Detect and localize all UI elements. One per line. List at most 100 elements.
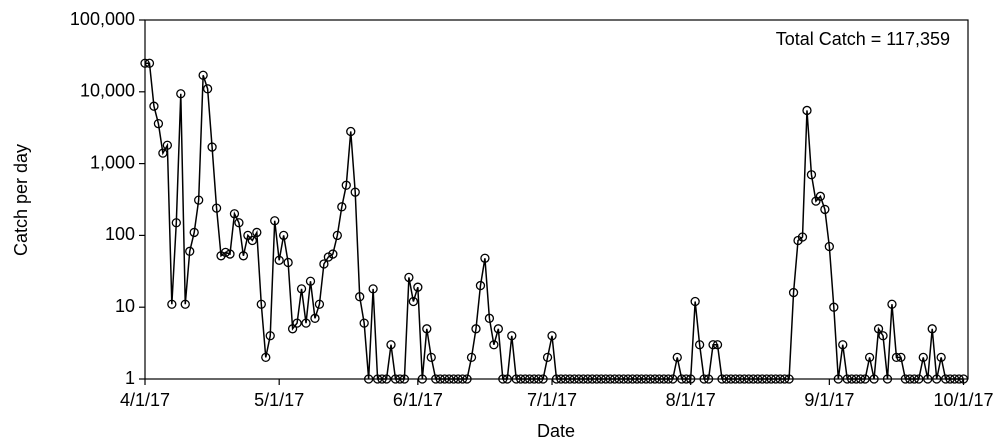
data-point <box>654 374 665 384</box>
data-point <box>569 374 580 384</box>
data-point <box>627 374 638 384</box>
data-point <box>337 202 347 212</box>
data-point <box>225 249 235 259</box>
data-point <box>753 374 763 384</box>
data-point <box>426 352 436 363</box>
y-tick-label: 100,000 <box>70 9 135 29</box>
data-point <box>283 257 293 268</box>
data-point <box>748 374 758 384</box>
data-point <box>949 374 960 384</box>
data-point <box>270 216 280 226</box>
data-point <box>847 374 857 384</box>
data-point <box>314 299 325 309</box>
data-point <box>435 374 445 384</box>
data-point <box>878 331 888 341</box>
data-point <box>806 170 817 180</box>
data-point <box>779 374 790 384</box>
data-point <box>413 282 423 292</box>
data-point <box>940 374 951 384</box>
data-point <box>480 253 490 263</box>
data-point <box>516 374 526 384</box>
x-tick-label: 8/1/17 <box>666 390 716 410</box>
data-point <box>542 352 553 363</box>
y-axis-label: Catch per day <box>11 144 31 256</box>
data-point <box>457 374 468 384</box>
plot-frame <box>144 19 969 380</box>
data-point <box>735 374 745 384</box>
data-point <box>377 374 387 384</box>
data-point <box>238 251 249 261</box>
data-point <box>274 255 284 265</box>
data-point <box>914 374 924 384</box>
data-point <box>466 352 477 363</box>
data-point <box>775 374 785 384</box>
data-point <box>305 276 316 286</box>
x-tick-label: 5/1/17 <box>254 390 304 410</box>
data-point <box>448 374 459 384</box>
data-point <box>489 340 499 350</box>
data-point <box>381 374 392 384</box>
data-point <box>167 299 177 309</box>
data-point <box>256 299 266 309</box>
x-axis-label: Date <box>537 421 575 441</box>
data-point <box>824 241 834 252</box>
data-point <box>355 292 365 302</box>
x-tick-label: 9/1/17 <box>804 390 854 410</box>
data-point <box>677 374 687 384</box>
data-point <box>363 374 374 384</box>
data-point <box>918 352 928 363</box>
data-point <box>659 374 669 384</box>
data-point <box>927 324 937 334</box>
data-point <box>346 126 356 137</box>
data-point <box>359 318 369 328</box>
data-point <box>860 374 870 384</box>
data-point <box>144 58 155 68</box>
annotation: Total Catch = 117,359 <box>776 29 950 49</box>
data-point <box>891 352 902 363</box>
data-point <box>820 204 830 215</box>
data-point <box>686 374 696 384</box>
data-point <box>229 209 240 219</box>
y-tick-label: 1,000 <box>90 152 135 172</box>
data-point <box>717 374 727 384</box>
data-point <box>292 318 302 328</box>
data-point <box>287 324 298 334</box>
data-point <box>663 374 673 384</box>
data-point <box>574 374 584 384</box>
data-point <box>279 230 289 241</box>
data-point <box>744 374 754 384</box>
data-point <box>198 70 208 80</box>
data-point <box>265 331 275 341</box>
data-point <box>739 374 750 384</box>
data-point <box>484 313 495 323</box>
data-point <box>498 374 508 384</box>
data-point <box>408 296 419 307</box>
data-point <box>583 374 593 384</box>
data-point <box>162 140 173 150</box>
data-point <box>341 180 351 190</box>
data-point <box>565 374 575 384</box>
data-point <box>905 374 915 384</box>
data-point <box>171 218 181 228</box>
data-point <box>386 340 396 350</box>
x-tick-label: 7/1/17 <box>527 390 577 410</box>
data-point <box>149 101 159 111</box>
data-point <box>462 374 472 384</box>
data-point <box>547 331 557 341</box>
data-point <box>730 374 741 384</box>
data-point <box>833 374 843 384</box>
data-point <box>726 374 736 384</box>
data-point <box>757 374 767 384</box>
data-point <box>533 374 544 384</box>
data-point <box>945 374 955 384</box>
data-point <box>856 374 866 384</box>
data-point <box>864 352 875 363</box>
data-point <box>176 89 186 99</box>
data-point <box>703 374 714 384</box>
data-point <box>395 374 405 384</box>
data-point <box>708 340 718 350</box>
data-point <box>153 119 164 129</box>
data-point <box>932 374 942 384</box>
data-point <box>185 246 195 256</box>
data-point <box>390 374 401 384</box>
